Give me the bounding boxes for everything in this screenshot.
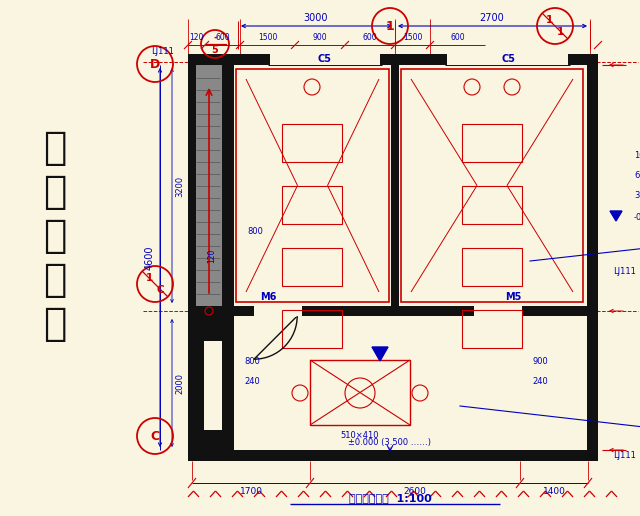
- Text: 240: 240: [532, 377, 548, 385]
- Bar: [254, 305, 302, 317]
- Text: 6.970: 6.970: [634, 171, 640, 181]
- Text: 800: 800: [247, 227, 263, 235]
- Text: 10.470: 10.470: [634, 152, 640, 160]
- Text: 1400: 1400: [543, 488, 565, 496]
- Bar: [391, 65, 399, 306]
- Bar: [188, 54, 598, 65]
- Text: 1500: 1500: [403, 34, 422, 42]
- Bar: [282, 124, 342, 162]
- Bar: [462, 124, 522, 162]
- Text: 3200: 3200: [175, 175, 184, 197]
- Text: D: D: [150, 57, 160, 71]
- Text: 600: 600: [215, 34, 230, 42]
- Bar: [282, 186, 342, 224]
- Bar: [445, 54, 570, 65]
- Text: 240: 240: [244, 377, 260, 385]
- Text: LJ111: LJ111: [613, 452, 636, 460]
- Text: 120: 120: [207, 249, 216, 263]
- Bar: [474, 305, 522, 317]
- Bar: [196, 326, 226, 330]
- Text: -: -: [213, 33, 217, 43]
- Bar: [401, 69, 583, 302]
- Text: 1: 1: [557, 27, 564, 37]
- Polygon shape: [610, 211, 622, 221]
- Bar: [228, 306, 587, 316]
- Bar: [268, 54, 382, 65]
- Bar: [282, 310, 342, 348]
- Text: 1: 1: [146, 273, 153, 283]
- Bar: [196, 65, 222, 341]
- Text: -0.030: -0.030: [634, 214, 640, 222]
- Bar: [462, 310, 522, 348]
- Bar: [462, 186, 522, 224]
- Text: C5: C5: [318, 54, 332, 64]
- Text: C: C: [150, 429, 159, 443]
- Text: 600: 600: [450, 34, 465, 42]
- Bar: [188, 430, 228, 450]
- Bar: [310, 360, 410, 425]
- Polygon shape: [372, 347, 388, 361]
- Bar: [222, 65, 234, 450]
- Text: 510×410: 510×410: [340, 430, 380, 440]
- Text: 2600: 2600: [404, 488, 426, 496]
- Text: 局
部
平
面
图: 局 部 平 面 图: [44, 129, 67, 343]
- Bar: [222, 326, 226, 450]
- Text: 3000: 3000: [304, 13, 328, 23]
- Bar: [587, 54, 598, 461]
- Bar: [236, 69, 389, 302]
- Text: LJ111: LJ111: [613, 266, 636, 276]
- Text: LJ111: LJ111: [152, 47, 175, 56]
- Bar: [188, 311, 204, 450]
- Bar: [196, 65, 222, 326]
- Text: 120: 120: [189, 34, 204, 42]
- Text: ±0.000 (3.500 ……): ±0.000 (3.500 ……): [349, 438, 431, 446]
- Text: 3.470: 3.470: [634, 191, 640, 201]
- Bar: [188, 54, 196, 461]
- Text: 800: 800: [244, 357, 260, 365]
- Text: M6: M6: [260, 292, 276, 302]
- Bar: [266, 54, 270, 65]
- Text: 2000: 2000: [175, 373, 184, 394]
- Text: 600: 600: [363, 34, 378, 42]
- Text: 1700: 1700: [239, 488, 262, 496]
- Bar: [196, 306, 222, 341]
- Text: 卫生间平面图  1:100: 卫生间平面图 1:100: [349, 493, 431, 503]
- Text: 4600: 4600: [145, 246, 155, 270]
- Text: 900: 900: [313, 34, 327, 42]
- Text: M5: M5: [505, 292, 521, 302]
- Text: 1500: 1500: [258, 34, 277, 42]
- Bar: [282, 248, 342, 286]
- Text: 1: 1: [386, 20, 394, 33]
- Bar: [380, 54, 384, 65]
- Bar: [568, 54, 572, 65]
- Text: C: C: [157, 285, 164, 295]
- Text: 5: 5: [212, 45, 218, 55]
- Bar: [462, 248, 522, 286]
- Text: 1: 1: [546, 15, 553, 25]
- Text: 900: 900: [532, 357, 548, 365]
- Text: C5: C5: [501, 54, 515, 64]
- Bar: [188, 450, 598, 461]
- Bar: [443, 54, 447, 65]
- Text: 2700: 2700: [479, 13, 504, 23]
